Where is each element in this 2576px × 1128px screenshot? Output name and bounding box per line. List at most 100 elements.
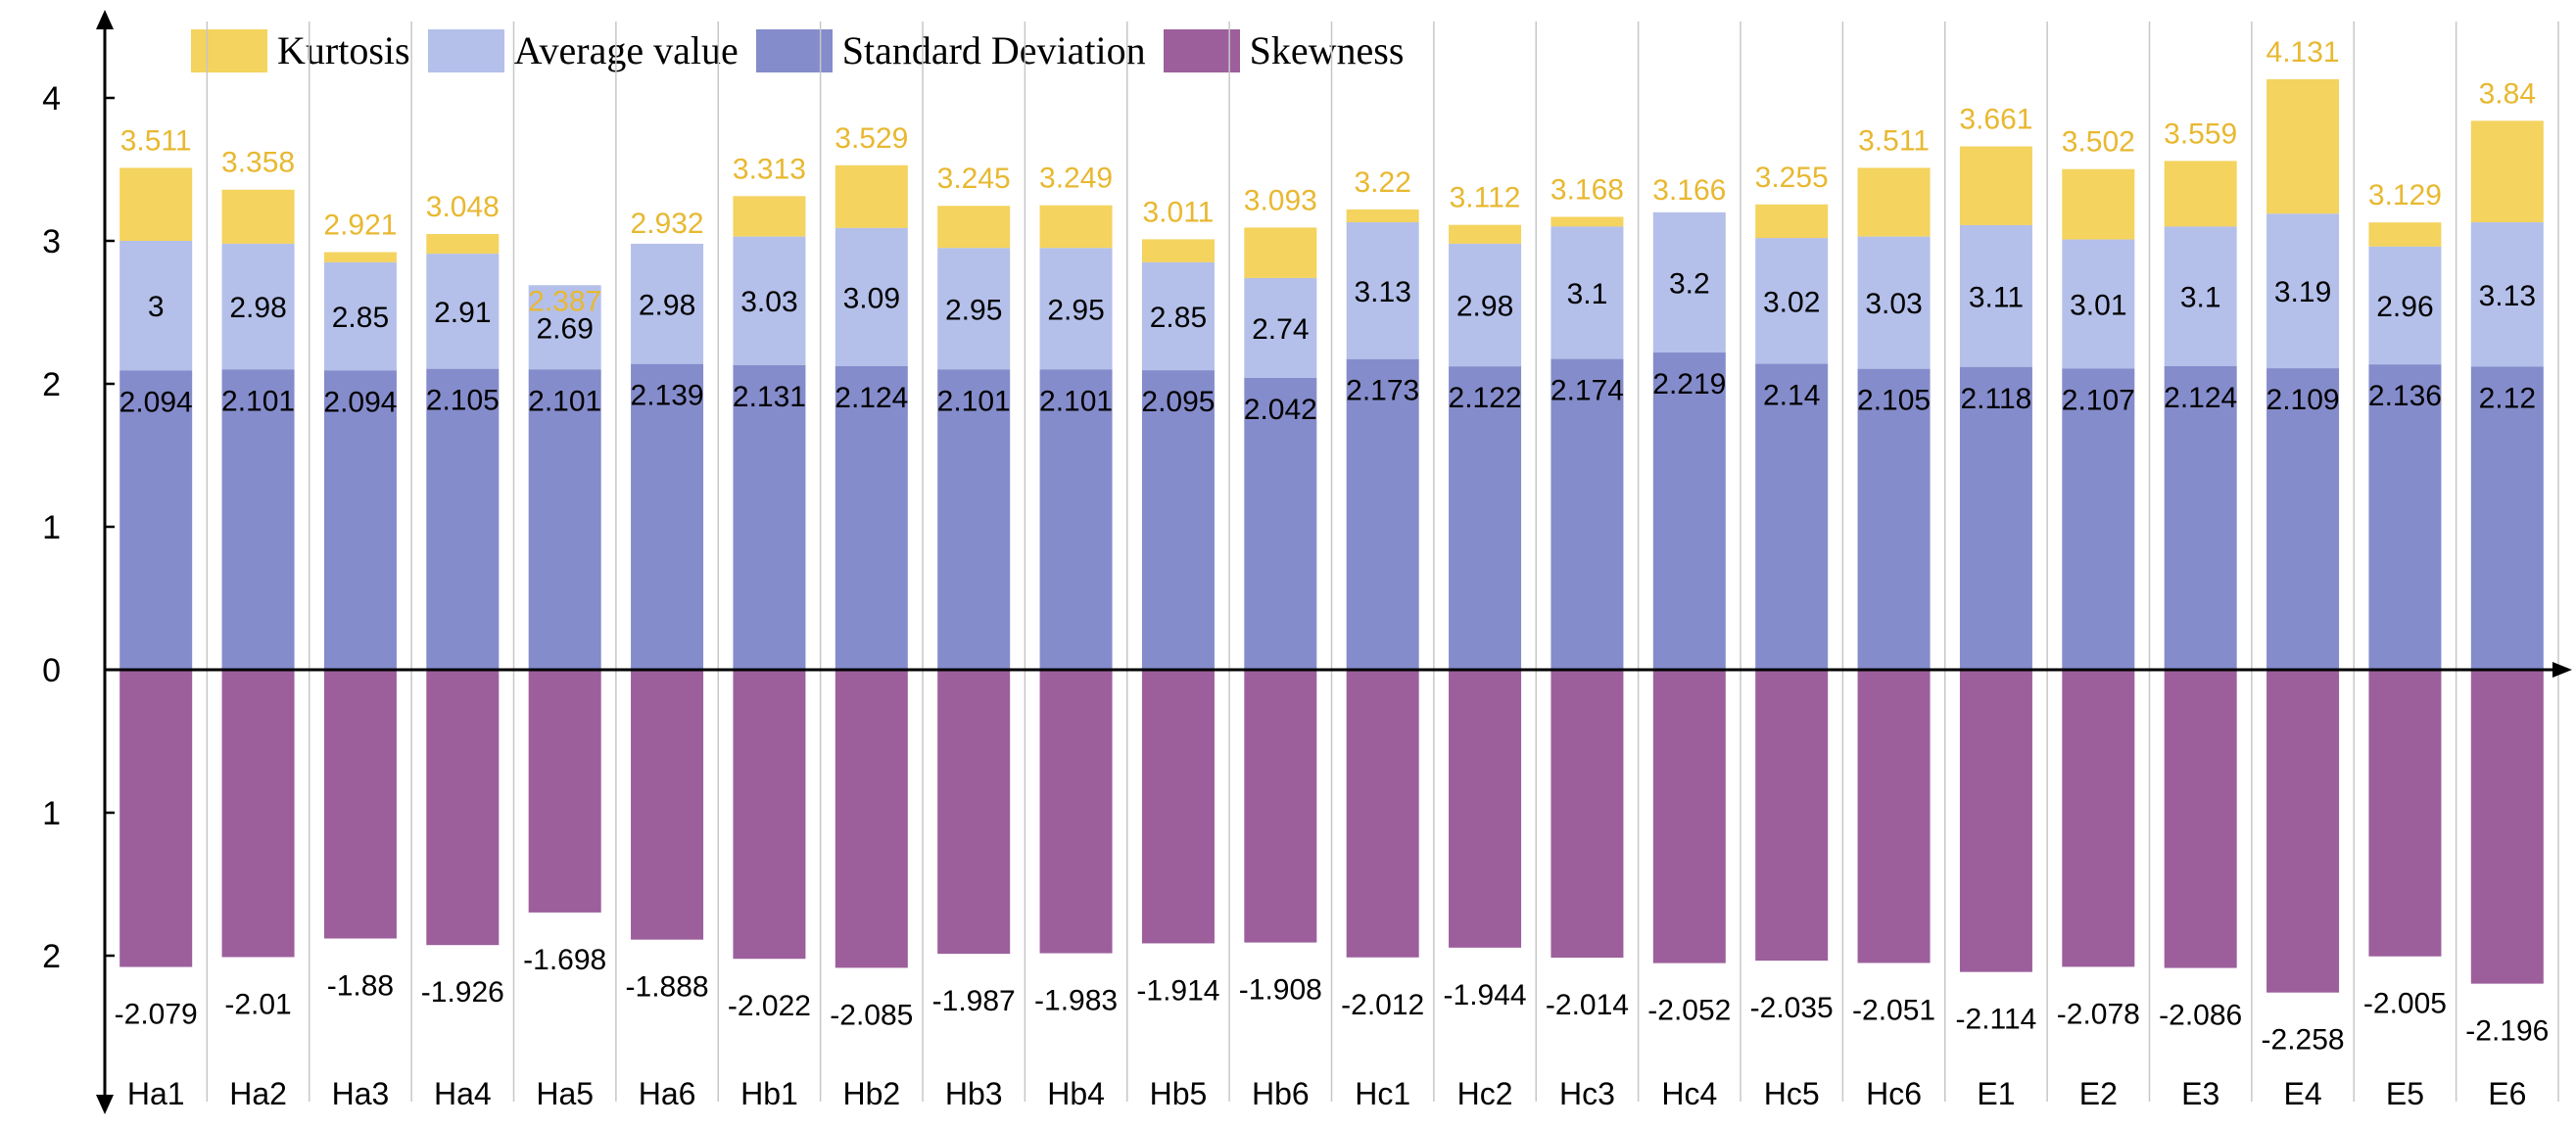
data-label-average-value: 2.96 — [2376, 291, 2433, 323]
bar-skewness — [2368, 670, 2442, 957]
bar-skewness — [733, 670, 806, 960]
data-label-average-value: 2.98 — [229, 292, 286, 324]
data-label-standard-deviation: 2.101 — [937, 385, 1011, 417]
data-label-skewness: -2.035 — [1750, 992, 1834, 1024]
bar-kurtosis — [1449, 224, 1522, 244]
y-tick-label: 0 — [42, 652, 61, 689]
data-label-standard-deviation: 2.219 — [1652, 368, 1726, 400]
bar-average-value — [937, 248, 1011, 370]
data-label-kurtosis: 3.011 — [1143, 196, 1215, 228]
x-tick-label: E3 — [2181, 1076, 2219, 1111]
data-label-kurtosis: 3.22 — [1354, 166, 1410, 199]
bar-average-value — [1959, 224, 2032, 367]
data-label-standard-deviation: 2.124 — [2164, 382, 2237, 414]
data-label-standard-deviation: 2.095 — [1141, 386, 1215, 418]
data-label-average-value: 3.13 — [2479, 280, 2536, 312]
data-label-kurtosis: 3.529 — [835, 122, 908, 155]
bar-standard-deviation — [528, 369, 601, 670]
data-label-average-value: 3.13 — [1354, 276, 1410, 308]
data-label-skewness: -2.014 — [1546, 989, 1629, 1021]
bar-average-value — [221, 243, 295, 370]
data-label-skewness: -1.914 — [1136, 974, 1219, 1007]
bar-kurtosis — [426, 233, 500, 255]
data-label-average-value: 2.91 — [434, 297, 491, 329]
data-label-standard-deviation: 2.042 — [1244, 394, 1317, 426]
bar-average-value — [1857, 236, 1931, 369]
bar-standard-deviation — [221, 369, 295, 670]
data-label-average-value: 2.85 — [1150, 302, 1207, 334]
bar-standard-deviation — [323, 370, 397, 670]
x-tick-label: Hb1 — [740, 1076, 798, 1111]
data-label-average-value: 2.98 — [1456, 291, 1513, 323]
y-tick-label: 1 — [42, 509, 61, 546]
data-label-standard-deviation: 2.094 — [119, 386, 193, 418]
bar-skewness — [835, 670, 908, 968]
data-label-average-value: 2.74 — [1252, 313, 1309, 346]
bar-skewness — [221, 670, 295, 958]
x-tick-label: Hc4 — [1661, 1076, 1717, 1111]
data-label-standard-deviation: 2.105 — [426, 385, 500, 417]
data-label-skewness: -2.196 — [2465, 1015, 2549, 1048]
bar-kurtosis — [1550, 216, 1624, 227]
data-label-skewness: -2.022 — [728, 990, 811, 1022]
y-axis-arrow-top — [96, 10, 114, 29]
bar-skewness — [937, 670, 1011, 955]
data-label-standard-deviation: 2.173 — [1346, 375, 1419, 407]
bar-skewness — [1141, 670, 1215, 944]
legend-item-standard-deviation: Standard Deviation — [755, 27, 1146, 73]
bar-skewness — [1755, 670, 1829, 962]
legend-item-kurtosis: Kurtosis — [191, 27, 410, 73]
bar-standard-deviation — [2266, 368, 2340, 670]
data-label-standard-deviation: 2.12 — [2479, 382, 2536, 414]
data-label-kurtosis: 3.168 — [1550, 173, 1624, 206]
bar-average-value — [528, 285, 601, 370]
bar-average-value — [1141, 261, 1215, 371]
bar-skewness — [1959, 670, 2032, 972]
data-label-standard-deviation: 2.101 — [1039, 385, 1113, 417]
legend: Kurtosis Average value Standard Deviatio… — [191, 27, 1421, 73]
bar-standard-deviation — [1244, 377, 1317, 670]
data-label-skewness: -2.086 — [2159, 1000, 2242, 1032]
data-label-skewness: -1.926 — [421, 976, 504, 1009]
data-label-standard-deviation: 2.136 — [2368, 380, 2442, 412]
bar-average-value — [426, 254, 500, 369]
x-tick-label: Hc2 — [1457, 1076, 1513, 1111]
x-tick-label: Hb4 — [1047, 1076, 1105, 1111]
data-label-standard-deviation: 2.139 — [631, 380, 704, 412]
data-label-skewness: -1.944 — [1444, 979, 1527, 1011]
data-label-kurtosis: 3.511 — [120, 124, 192, 157]
bar-standard-deviation — [631, 363, 704, 670]
x-tick-label: E5 — [2386, 1076, 2424, 1111]
bar-kurtosis — [1959, 146, 2032, 225]
bar-standard-deviation — [1857, 368, 1931, 670]
data-label-skewness: -2.078 — [2057, 998, 2140, 1030]
bar-standard-deviation — [1449, 366, 1522, 670]
legend-item-average-value: Average value — [427, 27, 739, 73]
data-label-standard-deviation: 2.174 — [1550, 375, 1624, 407]
bar-average-value — [2368, 246, 2442, 365]
data-label-average-value: 2.95 — [945, 294, 1002, 326]
x-tick-label: Ha4 — [434, 1076, 492, 1111]
x-tick-label: Hc6 — [1866, 1076, 1922, 1111]
bar-standard-deviation — [937, 369, 1011, 670]
data-label-kurtosis: 3.358 — [221, 147, 295, 179]
bar-kurtosis — [323, 252, 397, 262]
y-tick-label: 3 — [42, 223, 61, 260]
legend-label-standard-deviation: Standard Deviation — [841, 28, 1146, 72]
data-label-kurtosis: 3.166 — [1652, 174, 1726, 207]
bar-kurtosis — [937, 206, 1011, 249]
data-label-kurtosis: 3.313 — [733, 153, 806, 185]
data-label-average-value: 3.19 — [2274, 276, 2331, 308]
bar-average-value — [1039, 248, 1113, 370]
bar-average-value — [835, 227, 908, 366]
bar-standard-deviation — [426, 368, 500, 670]
data-label-kurtosis: 3.661 — [1959, 103, 2032, 135]
data-label-kurtosis: 3.502 — [2062, 126, 2135, 159]
x-tick-label: Ha2 — [229, 1076, 287, 1111]
bar-skewness — [1449, 670, 1522, 948]
bar-average-value — [2164, 226, 2237, 366]
bar-skewness — [2164, 670, 2237, 968]
bar-skewness — [1346, 670, 1419, 958]
data-label-kurtosis: 2.921 — [323, 210, 397, 242]
